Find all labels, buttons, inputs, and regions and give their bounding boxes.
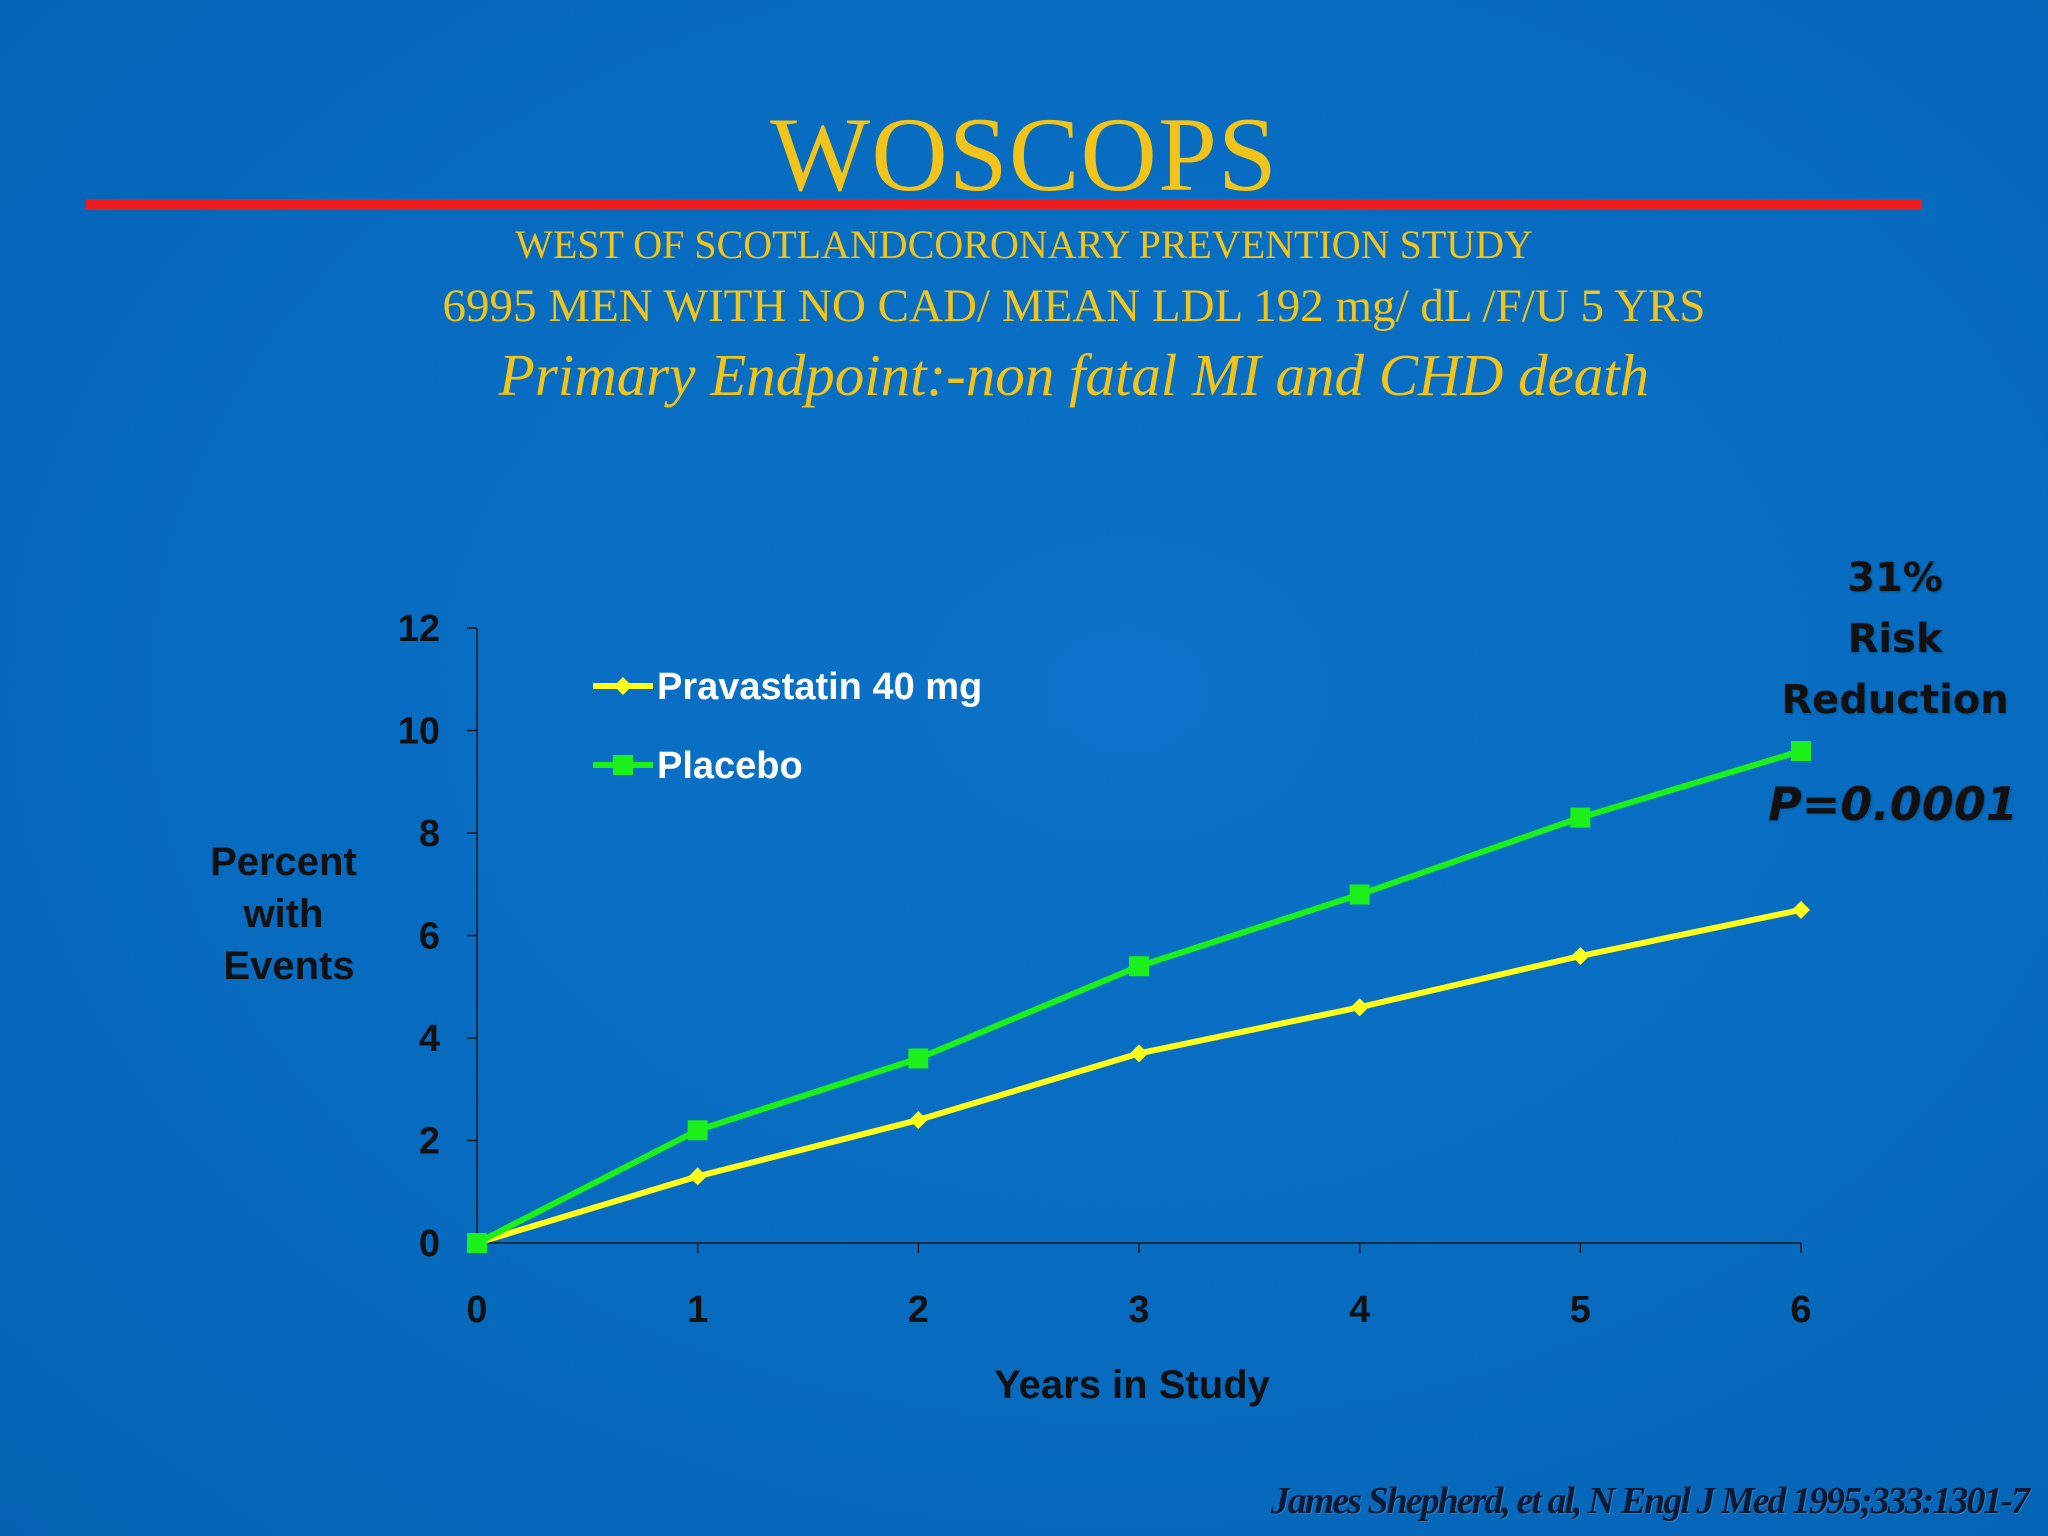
risk-reduction-line: Reduction <box>1781 677 2009 723</box>
title-divider <box>86 199 1922 210</box>
legend-label: Placebo <box>657 745 803 787</box>
data-point <box>1791 741 1811 761</box>
data-point <box>1350 998 1369 1017</box>
study-name: WEST OF SCOTLANDCORONARY PREVENTION STUD… <box>515 222 1533 267</box>
y-tick-label: 12 <box>398 608 440 650</box>
primary-endpoint: Primary Endpoint:-non fatal MI and CHD d… <box>498 342 1650 408</box>
y-axis-label-line: Events <box>223 944 354 988</box>
y-axis-label: Percent with Events <box>210 840 368 988</box>
y-tick-label: 0 <box>419 1223 440 1265</box>
y-axis-ticks: 0 2 4 6 8 10 12 <box>398 608 477 1265</box>
x-tick-label: 2 <box>908 1289 929 1331</box>
legend-item: Placebo <box>593 745 803 787</box>
citation: James Shepherd, et al, N Engl J Med 1995… <box>1270 1480 2030 1522</box>
y-axis-label-line: Percent <box>210 840 357 884</box>
series-layer <box>467 741 1811 1253</box>
x-axis-label: Years in Study <box>994 1363 1270 1407</box>
x-tick-label: 1 <box>687 1289 708 1331</box>
y-tick-label: 4 <box>419 1018 440 1060</box>
y-tick-label: 6 <box>419 916 440 958</box>
x-axis-ticks: 0 1 2 3 4 5 6 <box>466 1243 1812 1331</box>
x-tick-label: 4 <box>1349 1289 1370 1331</box>
legend-swatch-marker <box>614 677 632 695</box>
data-point <box>688 1167 707 1186</box>
risk-reduction-line: 31% <box>1847 555 1943 601</box>
x-tick-label: 6 <box>1790 1289 1811 1331</box>
p-value: P=0.0001 <box>1768 777 2018 831</box>
series-line <box>475 748 1802 1246</box>
data-point <box>467 1233 487 1253</box>
x-tick-label: 5 <box>1570 1289 1591 1331</box>
legend: Pravastatin 40 mg Placebo <box>593 666 982 787</box>
x-tick-label: 0 <box>466 1289 487 1331</box>
data-point <box>1792 900 1810 919</box>
series-pravastatin-40-mg <box>468 900 1810 1252</box>
data-point <box>908 1048 929 1069</box>
risk-reduction-note: 31% Risk Reduction <box>1775 548 2015 731</box>
data-point <box>1129 956 1149 977</box>
data-point <box>1570 807 1591 828</box>
legend-swatch-marker <box>613 755 633 775</box>
data-point <box>1571 947 1590 965</box>
risk-reduction-line: Risk <box>1847 616 1943 662</box>
legend-label: Pravastatin 40 mg <box>657 666 982 708</box>
study-population: 6995 MEN WITH NO CAD/ MEAN LDL 192 mg/ d… <box>442 280 1706 332</box>
y-tick-label: 2 <box>419 1121 440 1163</box>
y-tick-label: 10 <box>398 711 440 753</box>
data-point <box>687 1120 708 1141</box>
data-point <box>909 1111 928 1129</box>
data-point <box>1130 1044 1148 1063</box>
series-placebo <box>467 741 1811 1253</box>
y-tick-label: 8 <box>419 813 440 855</box>
data-point <box>1349 884 1370 905</box>
chart-axes <box>476 628 1801 1244</box>
slide-title: WOSCOPS <box>770 96 1278 213</box>
legend-item: Pravastatin 40 mg <box>593 666 982 708</box>
x-tick-label: 3 <box>1128 1289 1149 1331</box>
y-axis-label-line: with <box>242 892 323 936</box>
